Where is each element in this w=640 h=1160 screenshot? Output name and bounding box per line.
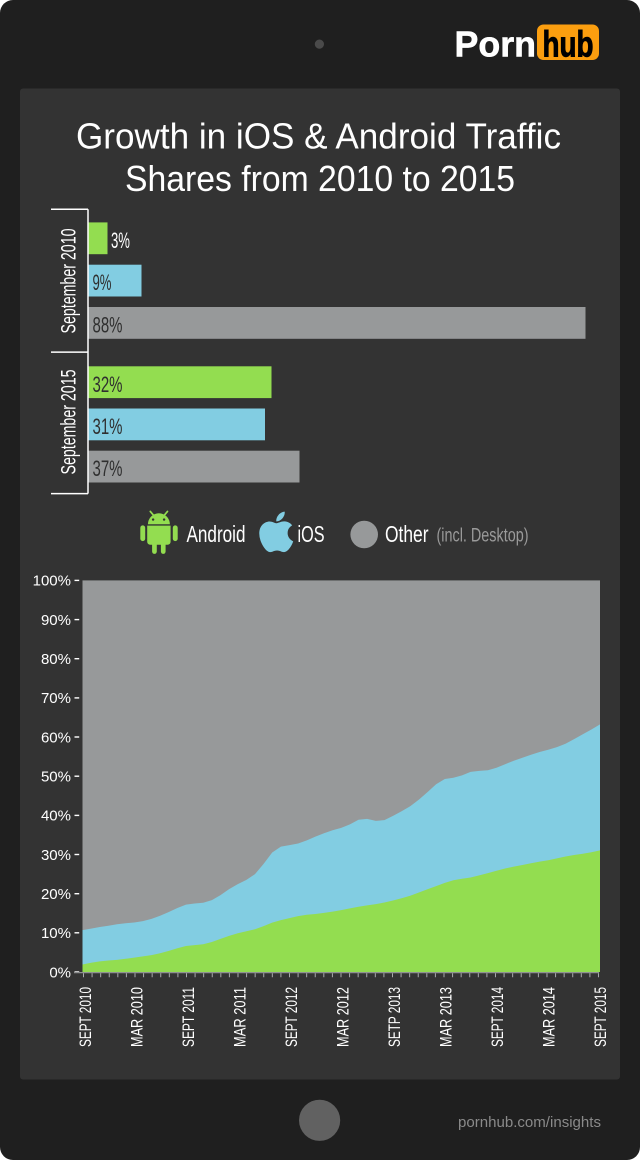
svg-text:MAR 2014: MAR 2014 — [540, 987, 559, 1047]
svg-text:SEPT 2015: SEPT 2015 — [591, 987, 610, 1047]
svg-text:20%: 20% — [41, 886, 71, 903]
svg-text:September 2010: September 2010 — [58, 229, 81, 334]
svg-text:MAR 2011: MAR 2011 — [231, 987, 250, 1047]
svg-text:40%: 40% — [41, 808, 71, 825]
svg-text:37%: 37% — [93, 456, 123, 481]
svg-text:10%: 10% — [41, 925, 71, 942]
svg-text:70%: 70% — [41, 690, 71, 707]
svg-text:MAR 2012: MAR 2012 — [334, 987, 353, 1047]
svg-text:Android: Android — [187, 521, 246, 547]
svg-text:3%: 3% — [111, 228, 130, 253]
svg-text:80%: 80% — [41, 651, 71, 668]
svg-text:60%: 60% — [41, 729, 71, 746]
svg-text:0%: 0% — [49, 964, 71, 981]
svg-text:SEPT 2010: SEPT 2010 — [76, 987, 95, 1047]
svg-text:90%: 90% — [41, 612, 71, 629]
svg-text:MAR 2013: MAR 2013 — [437, 987, 456, 1047]
svg-text:(incl. Desktop): (incl. Desktop) — [437, 526, 529, 547]
svg-text:pornhub.com/insights: pornhub.com/insights — [458, 1114, 601, 1131]
svg-text:SETP 2013: SETP 2013 — [385, 987, 404, 1047]
svg-text:MAR 2010: MAR 2010 — [128, 987, 147, 1047]
svg-text:32%: 32% — [93, 372, 123, 397]
svg-text:9%: 9% — [93, 270, 112, 295]
svg-text:SEPT 2012: SEPT 2012 — [282, 987, 301, 1047]
svg-text:Growth in iOS & Android Traffi: Growth in iOS & Android Traffic — [76, 116, 561, 157]
svg-text:September 2015: September 2015 — [58, 370, 81, 475]
svg-text:iOS: iOS — [298, 521, 325, 547]
svg-text:Porn: Porn — [455, 24, 537, 65]
svg-text:30%: 30% — [41, 847, 71, 864]
svg-text:50%: 50% — [41, 769, 71, 786]
svg-text:31%: 31% — [93, 414, 123, 439]
svg-text:100%: 100% — [33, 573, 71, 590]
svg-text:hub: hub — [543, 24, 594, 65]
svg-text:Other: Other — [385, 521, 429, 547]
svg-text:SEPT 2014: SEPT 2014 — [488, 987, 507, 1047]
svg-text:SEPT 2011: SEPT 2011 — [179, 987, 198, 1047]
svg-text:88%: 88% — [93, 313, 123, 338]
svg-text:Shares from 2010 to 2015: Shares from 2010 to 2015 — [125, 158, 515, 199]
